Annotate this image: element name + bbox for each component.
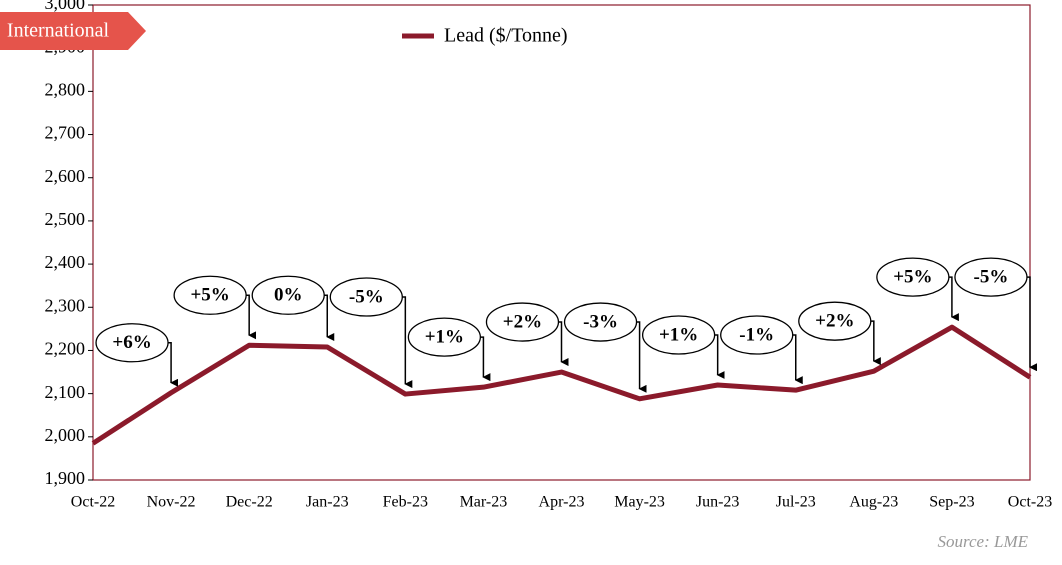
x-tick-label: Jul-23	[776, 494, 816, 511]
change-label: +6%	[112, 332, 151, 353]
change-label: +2%	[815, 311, 854, 332]
change-bubble	[251, 275, 325, 315]
change-label: -1%	[739, 324, 774, 345]
change-bubble	[407, 317, 482, 357]
x-tick-label: Dec-22	[226, 494, 273, 511]
change-bubble	[95, 323, 169, 363]
y-tick-label: 1,900	[45, 468, 86, 488]
change-bubble	[720, 315, 794, 355]
change-label: +1%	[425, 327, 464, 348]
x-tick-label: Sep-23	[929, 494, 974, 511]
change-bubble	[876, 257, 950, 297]
plot-frame	[92, 4, 1031, 481]
x-tick-label: Apr-23	[539, 494, 585, 511]
change-bubble	[954, 257, 1028, 297]
x-tick-label: May-23	[614, 494, 665, 511]
change-label: +5%	[190, 285, 229, 306]
y-tick-label: 2,200	[45, 339, 86, 359]
x-tick-label: Aug-23	[849, 494, 898, 511]
change-label: -5%	[349, 286, 384, 307]
y-tick-label: 2,100	[45, 382, 86, 402]
badge: International	[0, 12, 146, 50]
x-tick-label: Mar-23	[460, 494, 508, 511]
badge-shape	[0, 12, 146, 50]
change-bubble	[563, 302, 638, 342]
x-tick-label: Jun-23	[696, 494, 740, 511]
change-bubble	[485, 302, 560, 342]
change-label: +5%	[893, 266, 932, 287]
y-tick-label: 2,800	[45, 79, 86, 99]
change-label: +2%	[503, 311, 542, 332]
y-tick-label: 2,400	[45, 252, 86, 272]
y-tick-label: 2,500	[45, 209, 86, 229]
x-tick-label: Feb-23	[383, 494, 428, 511]
y-tick-label: 2,000	[45, 425, 86, 445]
y-tick-label: 2,700	[45, 123, 86, 143]
y-tick-label: 2,300	[45, 295, 86, 315]
change-label: -5%	[974, 266, 1009, 287]
badge-text: International	[7, 20, 110, 42]
change-label: +1%	[659, 324, 698, 345]
x-tick-label: Oct-22	[71, 494, 115, 511]
change-bubble	[173, 275, 247, 315]
change-bubble	[329, 277, 403, 317]
change-bubble	[641, 315, 716, 355]
source: Source: LME	[938, 532, 1029, 551]
legend-label: Lead ($/Tonne)	[444, 25, 568, 47]
x-tick-label: Oct-23	[1008, 494, 1052, 511]
data-line	[91, 324, 1032, 446]
x-tick-label: Jan-23	[306, 494, 349, 511]
change-bubble	[798, 301, 872, 341]
change-label: 0%	[274, 285, 303, 306]
change-label: -3%	[583, 311, 618, 332]
y-tick-label: 2,600	[45, 166, 86, 186]
x-tick-label: Nov-22	[147, 494, 196, 511]
y-tick-label: 3,000	[45, 0, 86, 13]
